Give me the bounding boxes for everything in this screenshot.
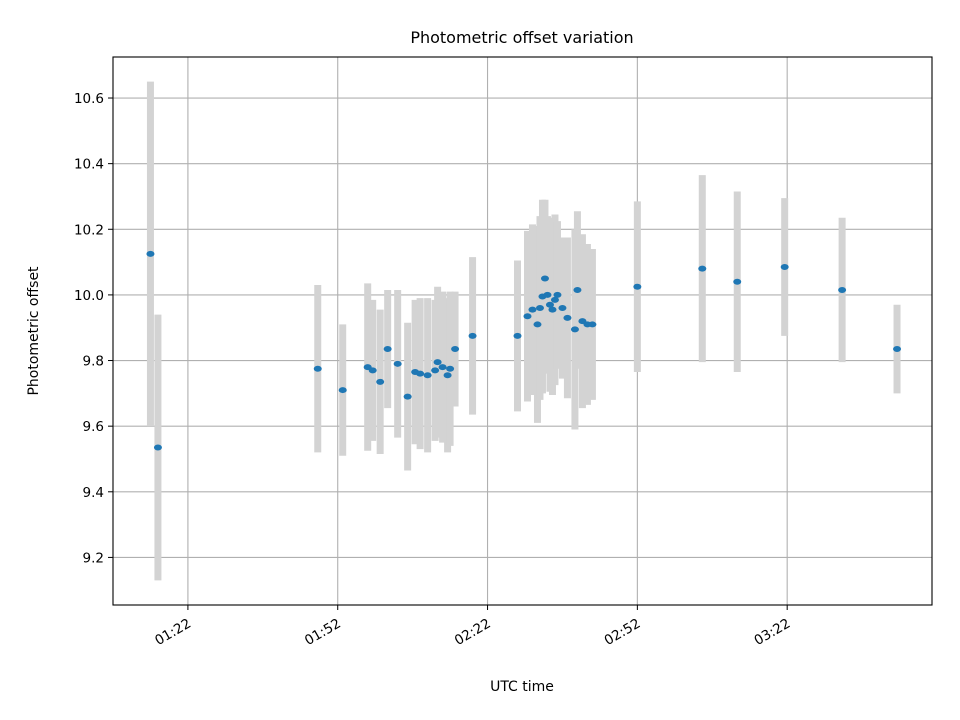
data-point <box>338 387 347 394</box>
data-point <box>535 305 544 312</box>
data-point <box>573 286 582 293</box>
grid <box>113 57 932 605</box>
y-axis-ticks: 9.2 9.4 9.6 9.8 10.0 10.2 10.4 10.6 <box>74 91 113 566</box>
data-point <box>733 278 742 285</box>
data-point <box>588 321 597 328</box>
data-point <box>153 444 162 451</box>
data-point <box>780 264 789 271</box>
data-point <box>313 365 322 372</box>
data-point <box>433 359 442 366</box>
data-point <box>523 313 532 320</box>
chart-title: Photometric offset variation <box>410 28 633 47</box>
data-point <box>633 283 642 290</box>
y-axis-label: Photometric offset <box>26 266 42 396</box>
x-tick-label: 02:22 <box>452 616 494 649</box>
y-tick-label: 9.4 <box>83 485 104 501</box>
errorbars <box>146 81 901 581</box>
data-point <box>468 332 477 339</box>
data-point <box>553 291 562 298</box>
data-point <box>403 393 412 400</box>
data-point <box>416 370 425 377</box>
x-tick-label: 01:52 <box>302 616 344 649</box>
x-tick-label: 03:22 <box>751 616 793 649</box>
data-point <box>698 265 707 272</box>
data-point <box>533 321 542 328</box>
plot-frame <box>112 56 933 606</box>
data-point <box>513 332 522 339</box>
data-point <box>558 305 567 312</box>
y-tick-label: 10.2 <box>74 222 104 238</box>
data-point <box>545 301 554 308</box>
x-tick-label: 01:22 <box>152 616 194 649</box>
data-point <box>550 296 559 303</box>
data-point <box>431 367 440 374</box>
data-point <box>451 346 460 353</box>
data-point <box>368 367 377 374</box>
data-point <box>563 314 572 321</box>
y-tick-label: 10.6 <box>74 91 104 107</box>
y-tick-label: 10.0 <box>74 288 104 304</box>
data-point <box>528 306 537 313</box>
data-points <box>146 250 902 451</box>
y-tick-label: 9.8 <box>83 354 104 370</box>
y-tick-label: 9.6 <box>83 419 104 435</box>
data-point <box>438 364 447 371</box>
data-point <box>383 346 392 353</box>
data-point <box>548 306 557 313</box>
data-point <box>543 291 552 298</box>
x-axis-label: UTC time <box>490 679 554 695</box>
x-tick-label: 02:52 <box>602 616 644 649</box>
data-point <box>146 250 155 257</box>
y-tick-label: 10.4 <box>74 157 104 173</box>
data-point <box>540 275 549 282</box>
data-point <box>893 346 902 353</box>
data-point <box>570 326 579 333</box>
data-point <box>838 286 847 293</box>
data-point <box>446 365 455 372</box>
y-tick-label: 9.2 <box>83 550 104 566</box>
x-axis-ticks: 01:22 01:52 02:22 02:52 03:22 <box>152 605 793 649</box>
data-point <box>423 372 432 379</box>
data-point <box>393 360 402 367</box>
data-point <box>443 372 452 379</box>
data-point <box>376 378 385 385</box>
